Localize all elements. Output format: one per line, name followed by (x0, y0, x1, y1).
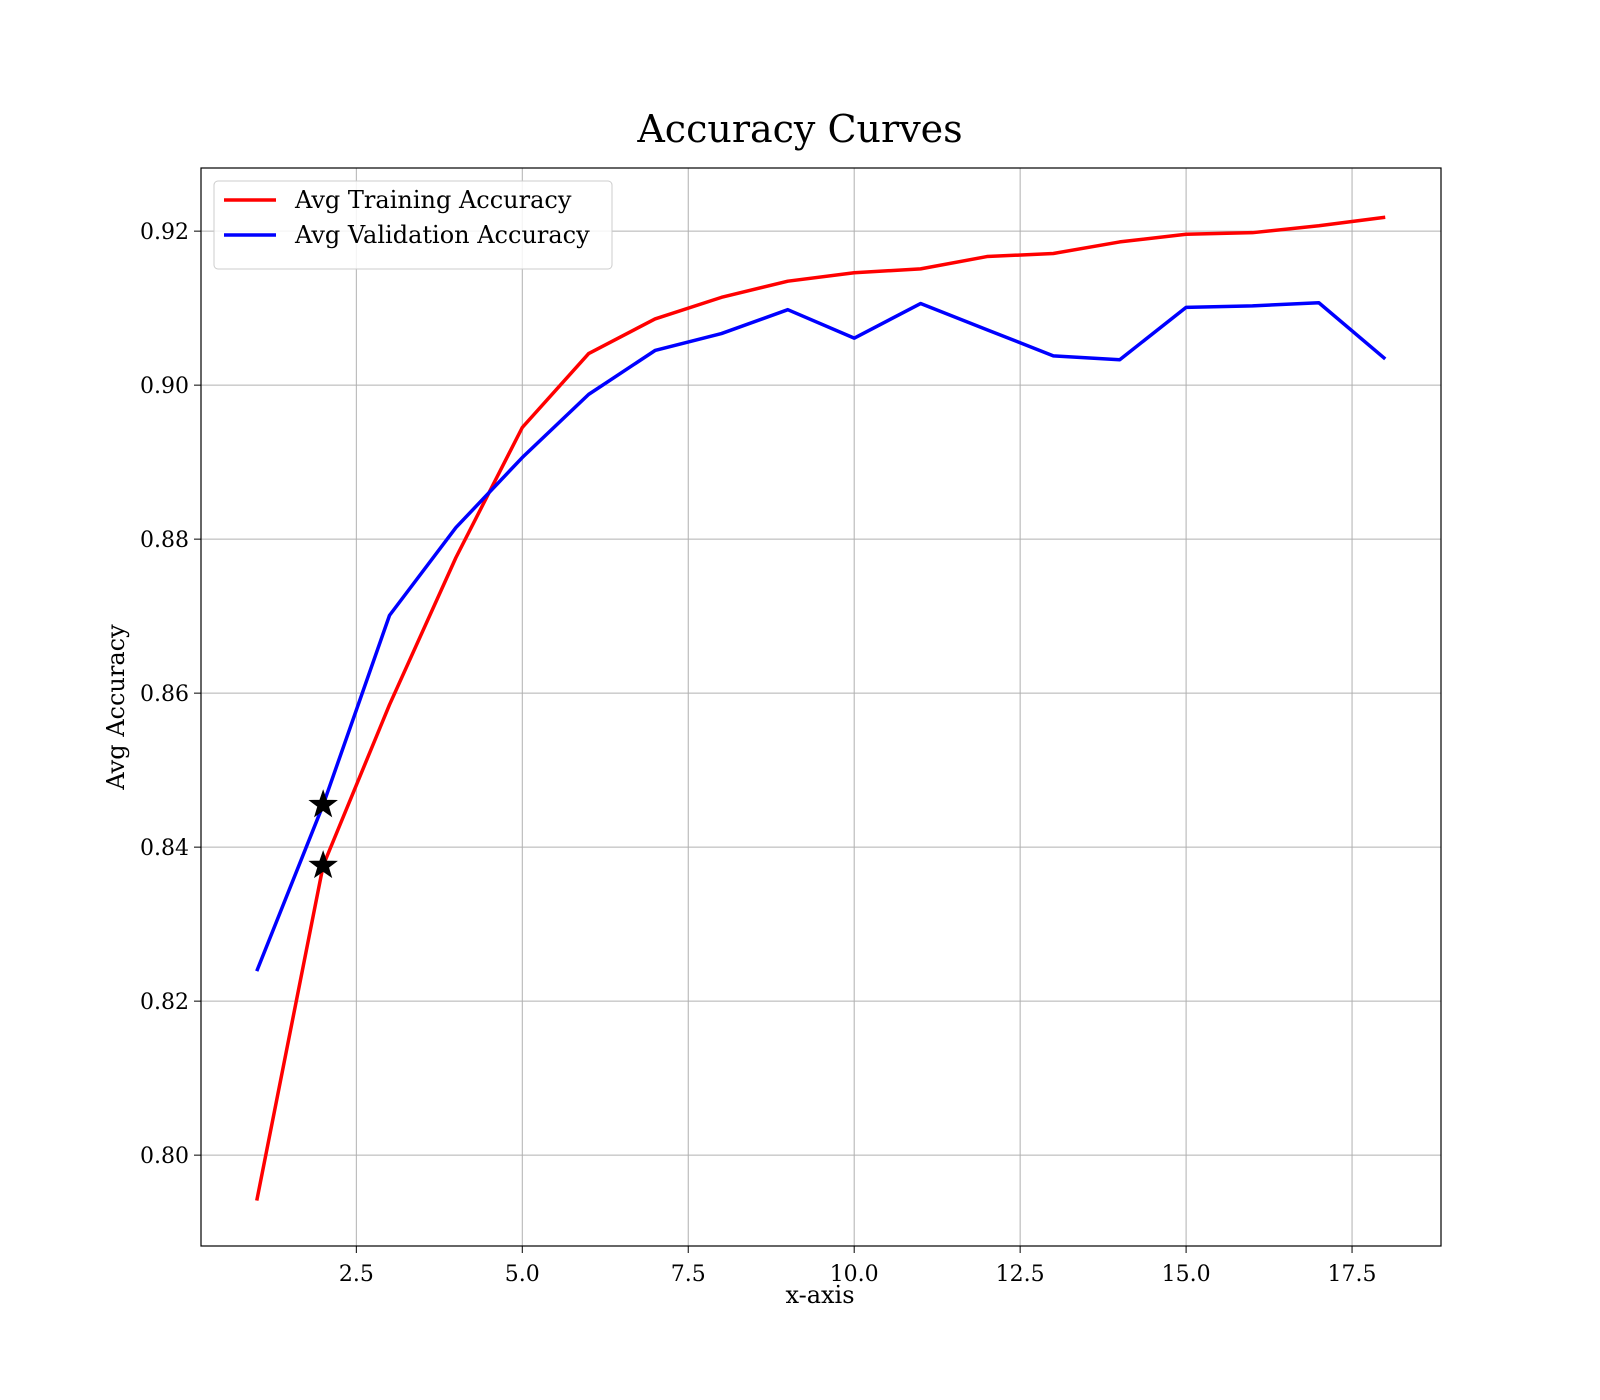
series-lines (255, 215, 1387, 1201)
legend-box (213, 180, 613, 270)
y-axis-label: Avg Accuracy (102, 624, 130, 791)
star-marker (308, 850, 338, 879)
legend-label-avg-validation-accuracy: Avg Validation Accuracy (294, 221, 590, 249)
x-tick-label: 10.0 (830, 1262, 879, 1287)
star-markers (308, 789, 338, 879)
y-tick-label: 0.92 (140, 220, 189, 245)
x-tick-label: 17.5 (1328, 1262, 1377, 1287)
y-tick-label: 0.88 (140, 528, 189, 553)
grid-lines (201, 168, 1441, 1246)
y-tick-label: 0.84 (140, 836, 189, 861)
x-tick-label: 2.5 (339, 1262, 374, 1287)
legend: Avg Training Accuracy Avg Validation Accu… (213, 180, 613, 270)
x-axis-label: x-axis (785, 1281, 854, 1309)
x-tick-label: 12.5 (996, 1262, 1045, 1287)
y-tick-label: 0.82 (140, 990, 189, 1015)
x-tick-label: 15.0 (1162, 1262, 1211, 1287)
plot-area-frame (200, 167, 1442, 1247)
y-tick-label: 0.90 (140, 374, 189, 399)
y-tick-label: 0.80 (140, 1144, 189, 1169)
x-tick-label: 5.0 (505, 1262, 540, 1287)
series-line-avg-training-accuracy (255, 215, 1386, 1201)
axis-ticks: 2.5 5.0 7.5 10.0 12.5 15.0 17.5 0.80 0.82 0.84 0.8… (140, 220, 1377, 1287)
chart-title: Accuracy Curves (636, 107, 962, 151)
legend-label-avg-training-accuracy: Avg Training Accuracy (294, 186, 572, 214)
y-tick-label: 0.86 (140, 682, 189, 707)
series-line-avg-validation-accuracy (255, 301, 1387, 972)
star-marker (308, 789, 338, 818)
x-tick-label: 7.5 (671, 1262, 706, 1287)
